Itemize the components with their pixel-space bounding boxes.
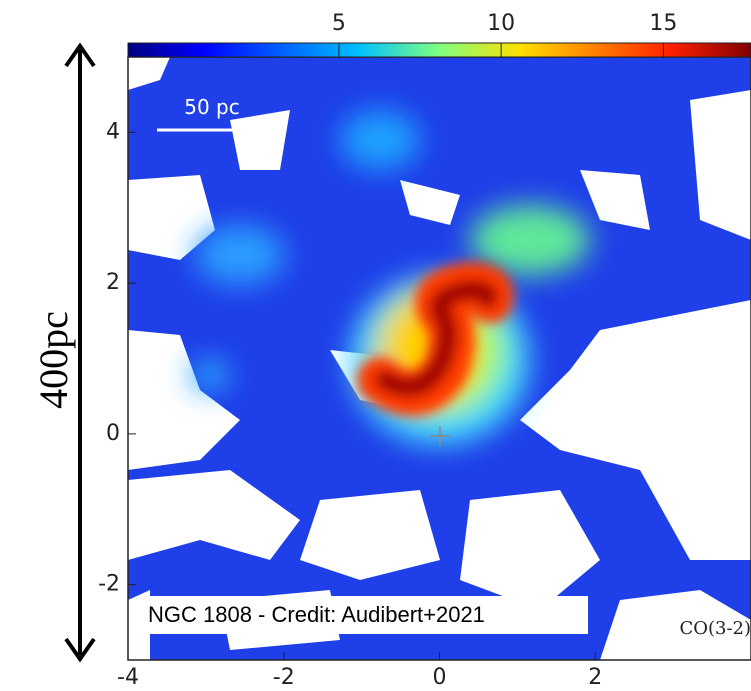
tracer-label: CO(3-2) — [679, 618, 751, 639]
x-tick-label: -4 — [117, 665, 139, 690]
x-tick-label: 0 — [433, 665, 447, 690]
colorbar-tick-label: 5 — [332, 11, 346, 36]
x-tick-label: -2 — [273, 665, 295, 690]
center-cross — [430, 426, 450, 446]
caption-box — [143, 596, 588, 634]
caption: NGC 1808 - Credit: Audibert+2021 — [148, 602, 485, 627]
side-label: 400pc — [31, 311, 76, 409]
colorbar-tick-label: 15 — [649, 11, 677, 36]
map-image: 50 pc CO(3-2) — [128, 57, 751, 660]
double-arrow — [64, 42, 96, 663]
colorbar — [127, 42, 751, 58]
scale-bar-label: 50 pc — [184, 95, 240, 119]
s-feature — [357, 261, 514, 416]
y-tick-label: 4 — [106, 119, 120, 144]
colorbar-tick-label: 10 — [487, 11, 515, 36]
y-tick-label: 0 — [106, 421, 120, 446]
y-tick-label: 2 — [106, 270, 120, 295]
y-tick-label: -2 — [98, 572, 120, 597]
x-tick-label: 2 — [588, 665, 602, 690]
